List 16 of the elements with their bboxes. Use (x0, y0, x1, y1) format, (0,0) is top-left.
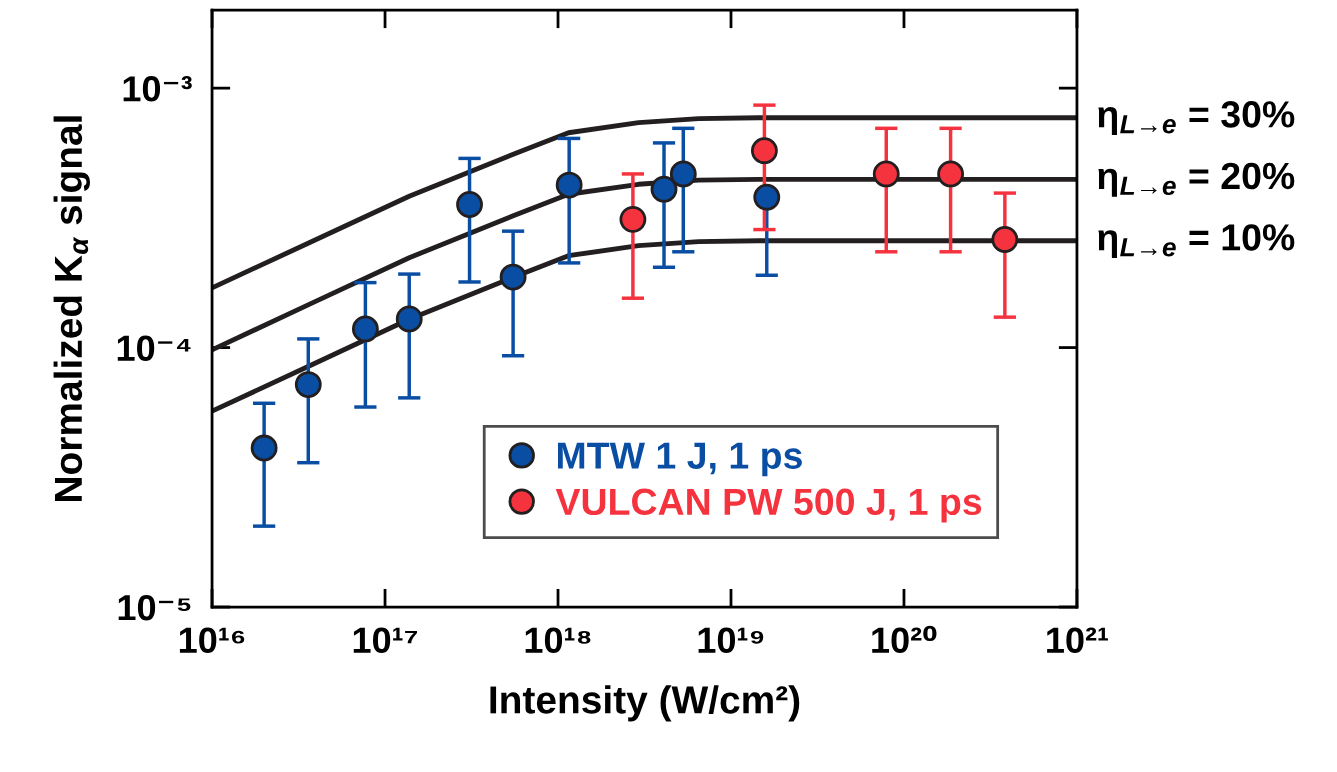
x-tick-label: 10¹⁹ (698, 627, 764, 653)
series-label: η$_{L→e}$ = 30% (1098, 101, 1295, 136)
legend-label: VULCAN PW 500 J, 1 ps (555, 488, 982, 523)
series-label: η$_{L→e}$ = 10% (1098, 224, 1295, 259)
y-tick-label: 10⁻³ (123, 76, 192, 102)
x-axis-title: Intensity (W/cm²) (490, 685, 800, 722)
legend-label: MTW 1 J, 1 ps (557, 442, 802, 477)
series-label: η$_{L→e}$ = 20% (1098, 162, 1295, 197)
x-tick-label: 10¹⁸ (525, 627, 591, 653)
x-tick-label: 10¹⁷ (353, 627, 418, 653)
y-axis-title: Normalized K$_{α}$ signal (53, 116, 90, 501)
y-tick-label: 10⁻⁵ (118, 594, 191, 621)
x-tick-label: 10²⁰ (872, 625, 937, 653)
y-tick-label: 10⁻⁴ (117, 335, 191, 362)
x-tick-label: 10²¹ (1047, 627, 1108, 653)
x-tick-label: 10¹⁶ (179, 627, 245, 653)
